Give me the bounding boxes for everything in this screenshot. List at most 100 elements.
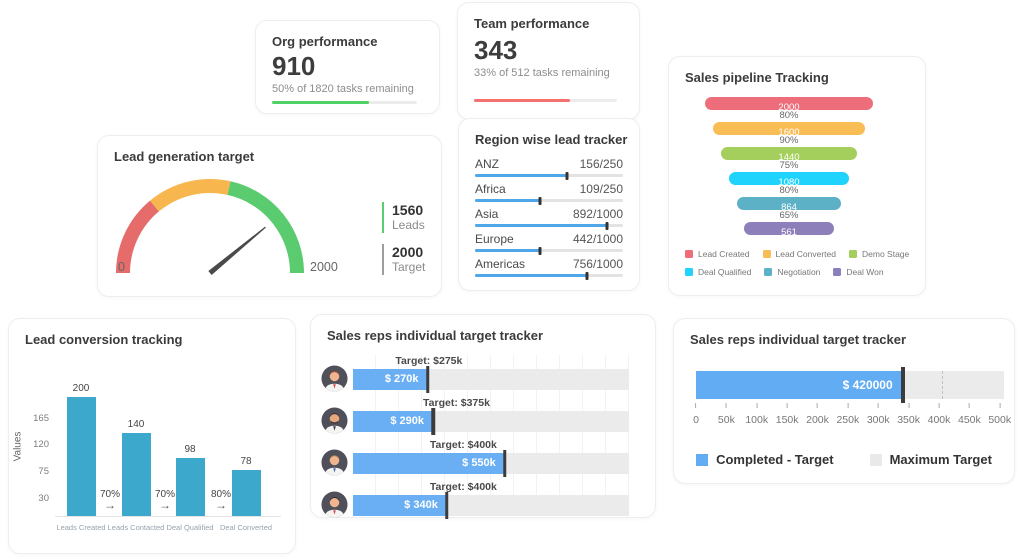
legend-item[interactable]: Negotiation bbox=[764, 267, 820, 277]
slider-thumb[interactable] bbox=[585, 271, 589, 280]
bar[interactable] bbox=[66, 396, 96, 516]
x-axis-label: Deal Converted bbox=[219, 523, 273, 532]
bar-value: 200 bbox=[72, 382, 90, 394]
gauge-segment-red bbox=[116, 200, 160, 274]
avatar bbox=[321, 491, 348, 518]
card-title: Team performance bbox=[474, 16, 590, 31]
funnel-bar-demo-stage[interactable]: 1440 bbox=[720, 147, 858, 163]
axis-tick: 500k bbox=[988, 403, 1011, 428]
axis-tick: 0 bbox=[693, 403, 699, 428]
funnel-chart: 2000 80% 1600 90% 1440 75% 1080 80% 864 … bbox=[705, 97, 873, 238]
region-value: 756/1000 bbox=[572, 257, 623, 271]
progress-fill bbox=[475, 249, 541, 252]
funnel-bar-deal-qualified[interactable]: 1080 bbox=[728, 172, 850, 188]
rep-bar-area: Target: $275k $ 270k bbox=[353, 355, 629, 393]
card-title: Sales reps individual target tracker bbox=[690, 332, 907, 347]
progress-fill bbox=[475, 199, 540, 202]
bullet-completed-bar[interactable]: $ 420000 bbox=[696, 371, 903, 399]
max-target-track: $ 420000 bbox=[696, 367, 1004, 403]
region-row-anz: ANZ 156/250 bbox=[475, 155, 623, 180]
bar-chart-plot: 30 75 120 165 200 140 98 78 70% → 70% → 80… bbox=[33, 383, 281, 517]
completed-value: $ 550k bbox=[462, 457, 496, 469]
gauge-stat-target: 2000 Target bbox=[382, 244, 425, 275]
avatar bbox=[321, 449, 348, 476]
value-marker bbox=[445, 492, 449, 519]
legend-item-maximum[interactable]: Maximum Target bbox=[869, 452, 992, 467]
region-label: Africa bbox=[475, 182, 506, 196]
conversion-annotation: 70% → bbox=[147, 489, 183, 511]
bar-group: 200 bbox=[57, 383, 105, 516]
kpi-value: 343 bbox=[474, 35, 518, 65]
axis-tick: 450k bbox=[958, 403, 981, 428]
legend-item[interactable]: Deal Qualified bbox=[685, 267, 751, 277]
completed-bar[interactable]: $ 550k bbox=[353, 453, 505, 474]
region-progress[interactable] bbox=[475, 171, 623, 180]
card-title: Sales pipeline Tracking bbox=[685, 70, 829, 85]
lead-generation-card: Lead generation target 0 2000 1560 Leads… bbox=[97, 135, 442, 297]
team-performance-card: Team performance 343 33% of 512 tasks re… bbox=[457, 2, 640, 120]
kpi-subtitle: 33% of 512 tasks remaining bbox=[474, 67, 610, 79]
conversion-rate: 80% bbox=[779, 110, 799, 121]
bar-value: 140 bbox=[127, 418, 145, 430]
funnel-bar-lead-created[interactable]: 2000 bbox=[705, 97, 873, 113]
slider-thumb[interactable] bbox=[605, 221, 609, 230]
dashed-target-line bbox=[942, 371, 944, 399]
legend-swatch bbox=[685, 250, 693, 258]
funnel-bar-negotiation[interactable]: 864 bbox=[736, 197, 842, 213]
funnel-value: 864 bbox=[781, 202, 797, 213]
bar-track: $ 270k bbox=[353, 366, 629, 393]
region-progress[interactable] bbox=[475, 271, 623, 280]
conversion-annotation: 70% → bbox=[92, 489, 128, 511]
x-axis: 0 50k 100k 150k 200k 250k 300k 350k 400k… bbox=[693, 403, 1011, 428]
slider-thumb[interactable] bbox=[565, 171, 569, 180]
completed-value: $ 290k bbox=[390, 415, 425, 427]
legend-swatch bbox=[849, 250, 858, 258]
slider-thumb[interactable] bbox=[538, 196, 542, 205]
value-marker bbox=[503, 450, 507, 477]
region-progress[interactable] bbox=[475, 246, 623, 255]
reps-tracker-card: Sales reps individual target tracker Tar… bbox=[310, 314, 656, 519]
rep-row: Target: $275k $ 270k bbox=[311, 355, 655, 393]
axis-tick: 50k bbox=[718, 403, 735, 428]
bar-group: 78 bbox=[222, 456, 270, 516]
bar-track: $ 550k bbox=[353, 450, 629, 477]
legend-item[interactable]: Deal Won bbox=[833, 267, 884, 277]
card-title: Lead conversion tracking bbox=[25, 332, 183, 347]
region-progress[interactable] bbox=[475, 196, 623, 205]
bar[interactable] bbox=[231, 469, 261, 516]
bar-group: 98 bbox=[166, 444, 214, 516]
legend-swatch bbox=[696, 453, 709, 466]
bar-track: $ 290k bbox=[353, 408, 629, 435]
funnel-bar-lead-converted[interactable]: 1600 bbox=[712, 122, 866, 138]
legend-swatch bbox=[762, 250, 771, 258]
region-value: 109/250 bbox=[579, 182, 623, 196]
region-list: ANZ 156/250 Africa 109/250 Asia 892/1000 Eu… bbox=[475, 155, 623, 280]
value-marker bbox=[425, 366, 430, 393]
region-progress[interactable] bbox=[475, 221, 623, 230]
completed-bar[interactable]: $ 340k bbox=[353, 495, 447, 516]
bar[interactable] bbox=[175, 457, 205, 516]
region-label: Asia bbox=[475, 207, 499, 221]
legend-item-completed[interactable]: Completed - Target bbox=[696, 452, 834, 467]
funnel-value: 561 bbox=[781, 227, 797, 238]
rep-row: Target: $400k $ 340k bbox=[311, 481, 655, 519]
legend-item[interactable]: Demo Stage bbox=[849, 249, 909, 259]
team-progress-fill bbox=[474, 99, 570, 102]
legend: Completed - Target Maximum Target bbox=[674, 452, 1014, 467]
x-axis-label: Deal Qualified bbox=[166, 523, 214, 532]
target-label: Target: $375k bbox=[423, 397, 490, 409]
completed-bar[interactable]: $ 290k bbox=[353, 411, 434, 432]
legend-item[interactable]: Lead Converted bbox=[762, 249, 836, 259]
region-value: 442/1000 bbox=[572, 232, 623, 246]
card-title: Lead generation target bbox=[114, 149, 255, 164]
gauge-needle bbox=[208, 226, 266, 276]
completed-bar[interactable]: $ 270k bbox=[353, 369, 428, 390]
axis-tick: 400k bbox=[928, 403, 950, 428]
funnel-value: 1600 bbox=[778, 127, 800, 138]
funnel-bar-deal-won[interactable]: 561 bbox=[744, 222, 834, 238]
card-title: Org performance bbox=[272, 34, 378, 49]
slider-thumb[interactable] bbox=[538, 246, 542, 255]
x-axis-label: Leads Created bbox=[56, 523, 106, 532]
legend-item[interactable]: Lead Created bbox=[685, 249, 750, 259]
bar[interactable] bbox=[121, 432, 151, 516]
